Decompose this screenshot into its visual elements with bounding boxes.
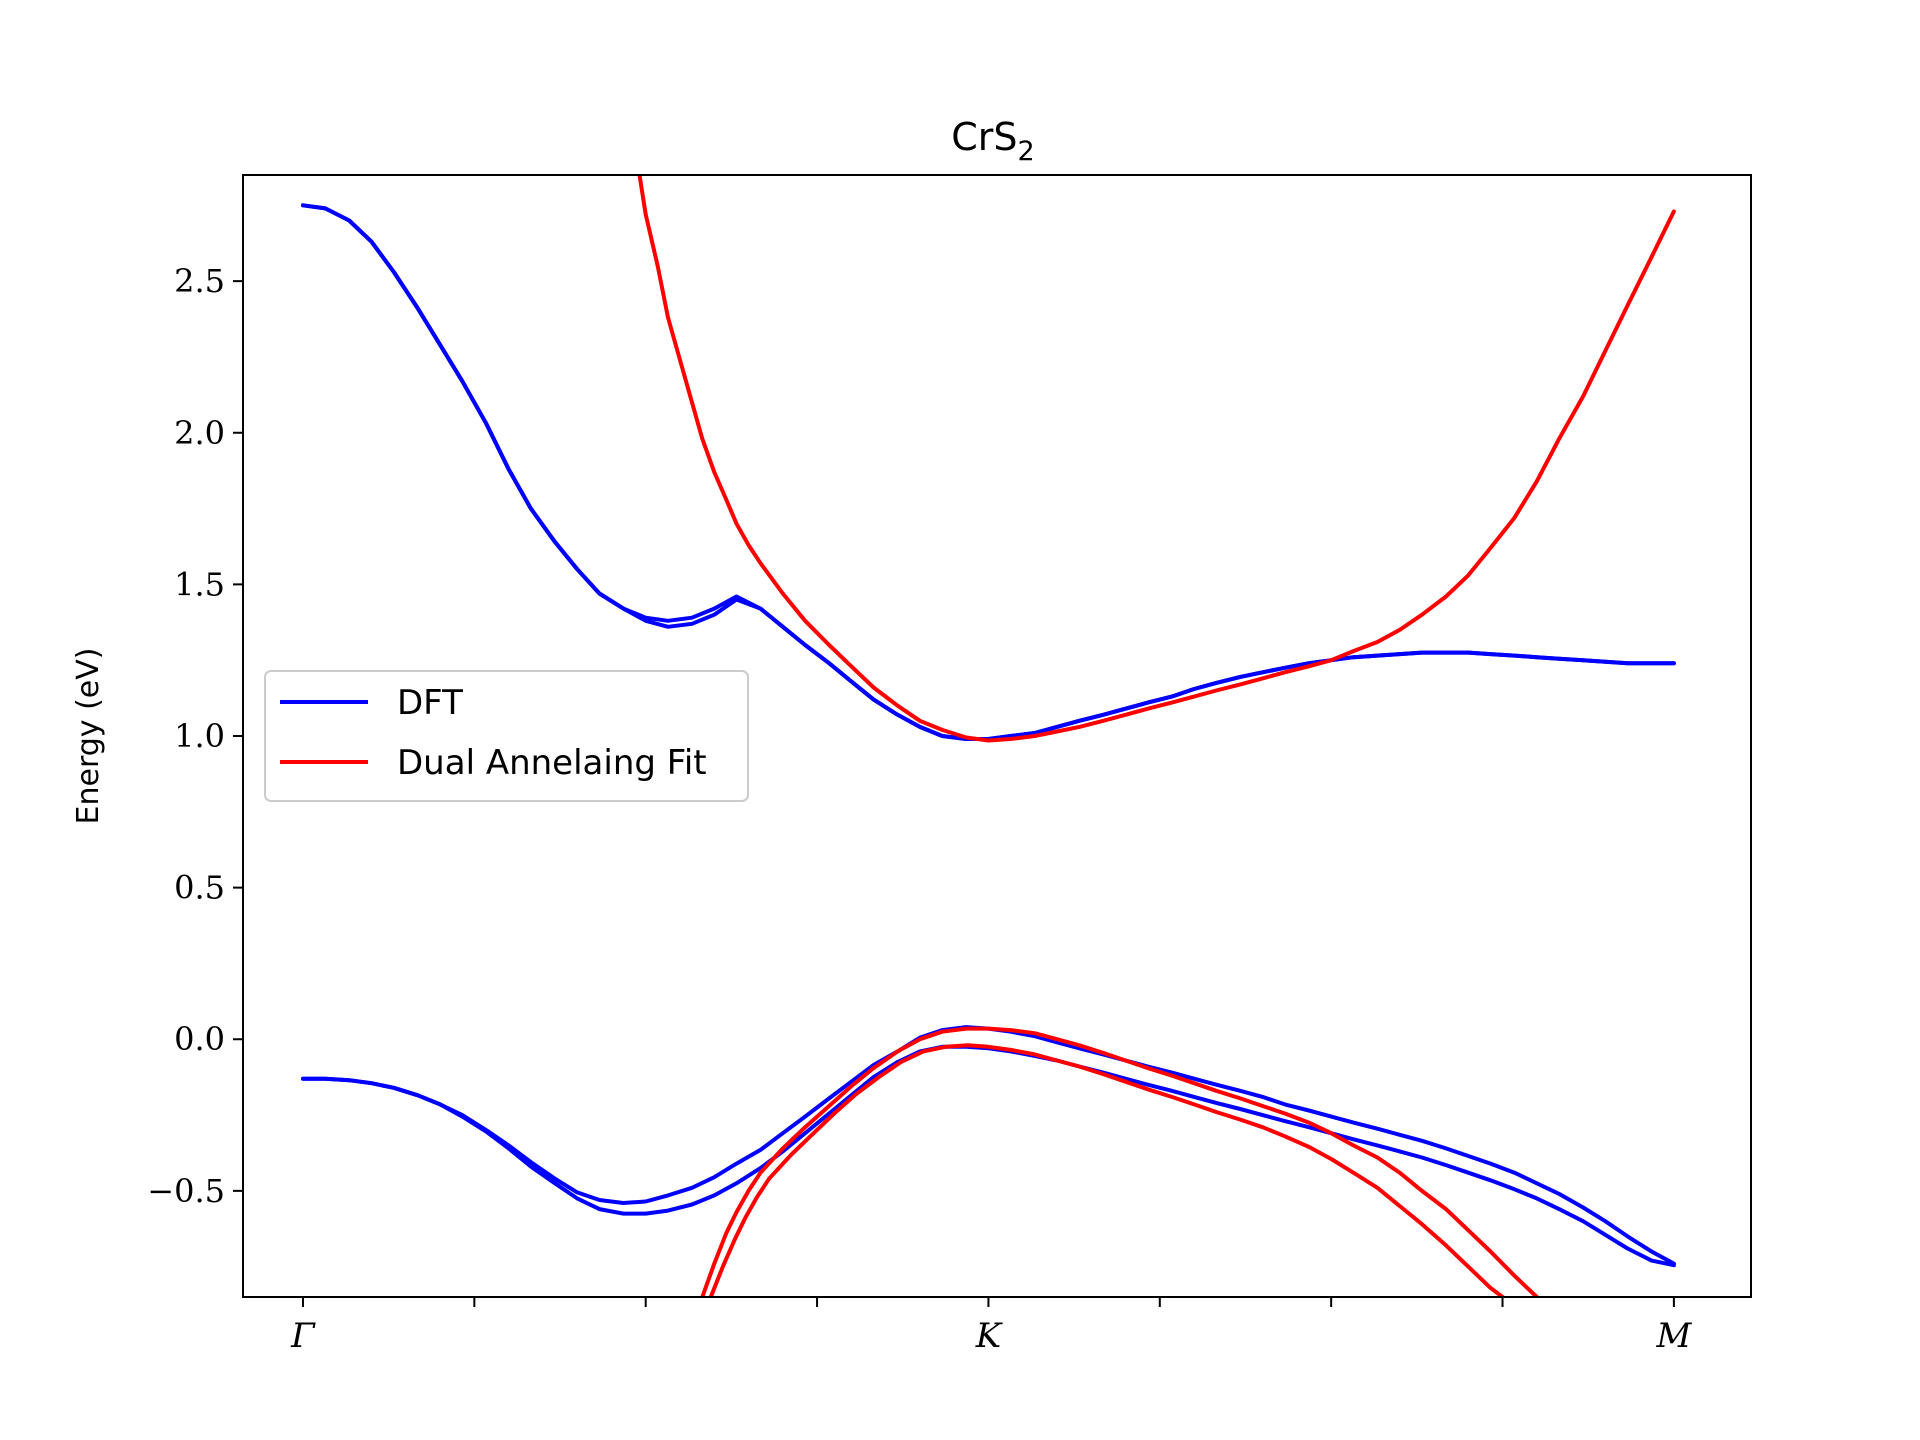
band-curves: [301, 175, 1676, 1297]
x-tick-label: M: [1655, 1316, 1692, 1356]
y-axis-label: Energy (eV): [71, 648, 106, 825]
chart-title: CrS2: [951, 115, 1034, 167]
y-tick-label: 1.0: [174, 717, 225, 755]
y-tick-label: 0.5: [174, 869, 225, 907]
legend-dft-label: DFT: [397, 683, 463, 723]
y-tick-label: 2.5: [174, 262, 225, 300]
x-tick-label: K: [975, 1316, 1004, 1356]
legend-box: [264, 670, 749, 802]
series-line-1-dft: [301, 203, 1676, 741]
y-tick-label: 1.5: [174, 565, 225, 603]
y-axis: −0.5 0.0 0.5 1.0 1.5 2.0 2.5: [147, 262, 243, 1210]
y-tick-label: −0.5: [147, 1172, 225, 1210]
y-tick-label: 0.0: [174, 1020, 225, 1058]
x-tick-label: Γ: [290, 1316, 316, 1356]
series-line-5-dual-annelaing-fit: [700, 1026, 1541, 1297]
legend: DFT Dual Annelaing Fit: [264, 670, 749, 802]
legend-fit-label: Dual Annelaing Fit: [397, 743, 707, 783]
series-line-6-dual-annelaing-fit: [708, 1043, 1506, 1297]
y-tick-label: 2.0: [174, 414, 225, 452]
series-line-4-dual-annelaing-fit: [637, 175, 1676, 743]
